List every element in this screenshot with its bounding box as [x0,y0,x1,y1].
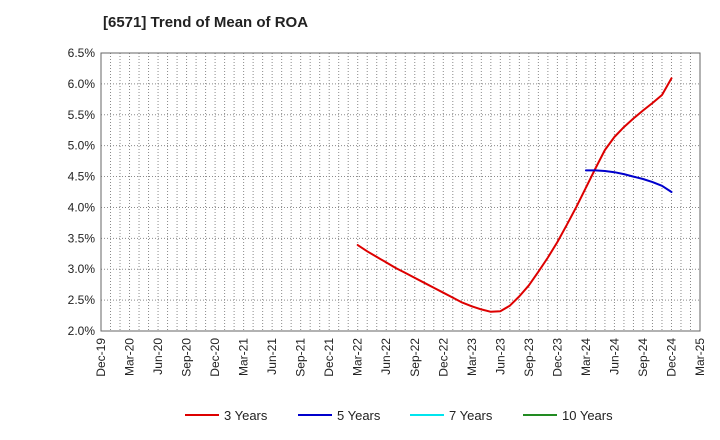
legend-label-5-years: 5 Years [337,408,381,423]
x-tick-label: Dec-19 [94,338,108,377]
y-tick-label: 5.5% [68,108,96,122]
x-tick-label: Dec-21 [322,338,336,377]
legend-label-7-years: 7 Years [449,408,493,423]
y-tick-label: 2.5% [68,293,96,307]
x-tick-label: Dec-20 [208,338,222,377]
x-tick-label: Jun-21 [265,338,279,375]
legend-label-10-years: 10 Years [562,408,613,423]
x-tick-label: Sep-22 [408,338,422,377]
y-tick-label: 3.0% [68,262,96,276]
x-tick-label: Jun-24 [607,338,621,375]
x-tick-label: Mar-21 [237,338,251,376]
x-tick-label: Jun-23 [493,338,507,375]
plot-area [101,53,700,331]
chart-title: [6571] Trend of Mean of ROA [103,14,309,31]
x-tick-label: Sep-24 [636,338,650,377]
y-tick-label: 6.5% [68,46,96,60]
x-tick-label: Mar-20 [123,338,137,376]
x-tick-label: Dec-22 [436,338,450,377]
x-tick-label: Mar-22 [351,338,365,376]
x-tick-label: Sep-20 [180,338,194,377]
x-tick-label: Sep-23 [522,338,536,377]
x-tick-label: Jun-20 [151,338,165,375]
legend-label-3-years: 3 Years [224,408,268,423]
x-tick-label: Mar-24 [579,338,593,376]
x-tick-label: Jun-22 [379,338,393,375]
x-tick-label: Mar-25 [693,338,707,376]
y-tick-label: 6.0% [68,77,96,91]
y-tick-label: 4.5% [68,170,96,184]
y-tick-label: 2.0% [68,324,96,338]
y-tick-label: 4.0% [68,200,96,214]
series-line-3-years [356,77,673,313]
x-tick-label: Dec-24 [664,338,678,377]
x-tick-label: Sep-21 [294,338,308,377]
y-tick-label: 3.5% [68,231,96,245]
y-tick-label: 5.0% [68,139,96,153]
x-tick-label: Mar-23 [465,338,479,376]
plot-frame [100,52,701,332]
x-tick-label: Dec-23 [550,338,564,377]
series-line-5-years [584,169,673,193]
